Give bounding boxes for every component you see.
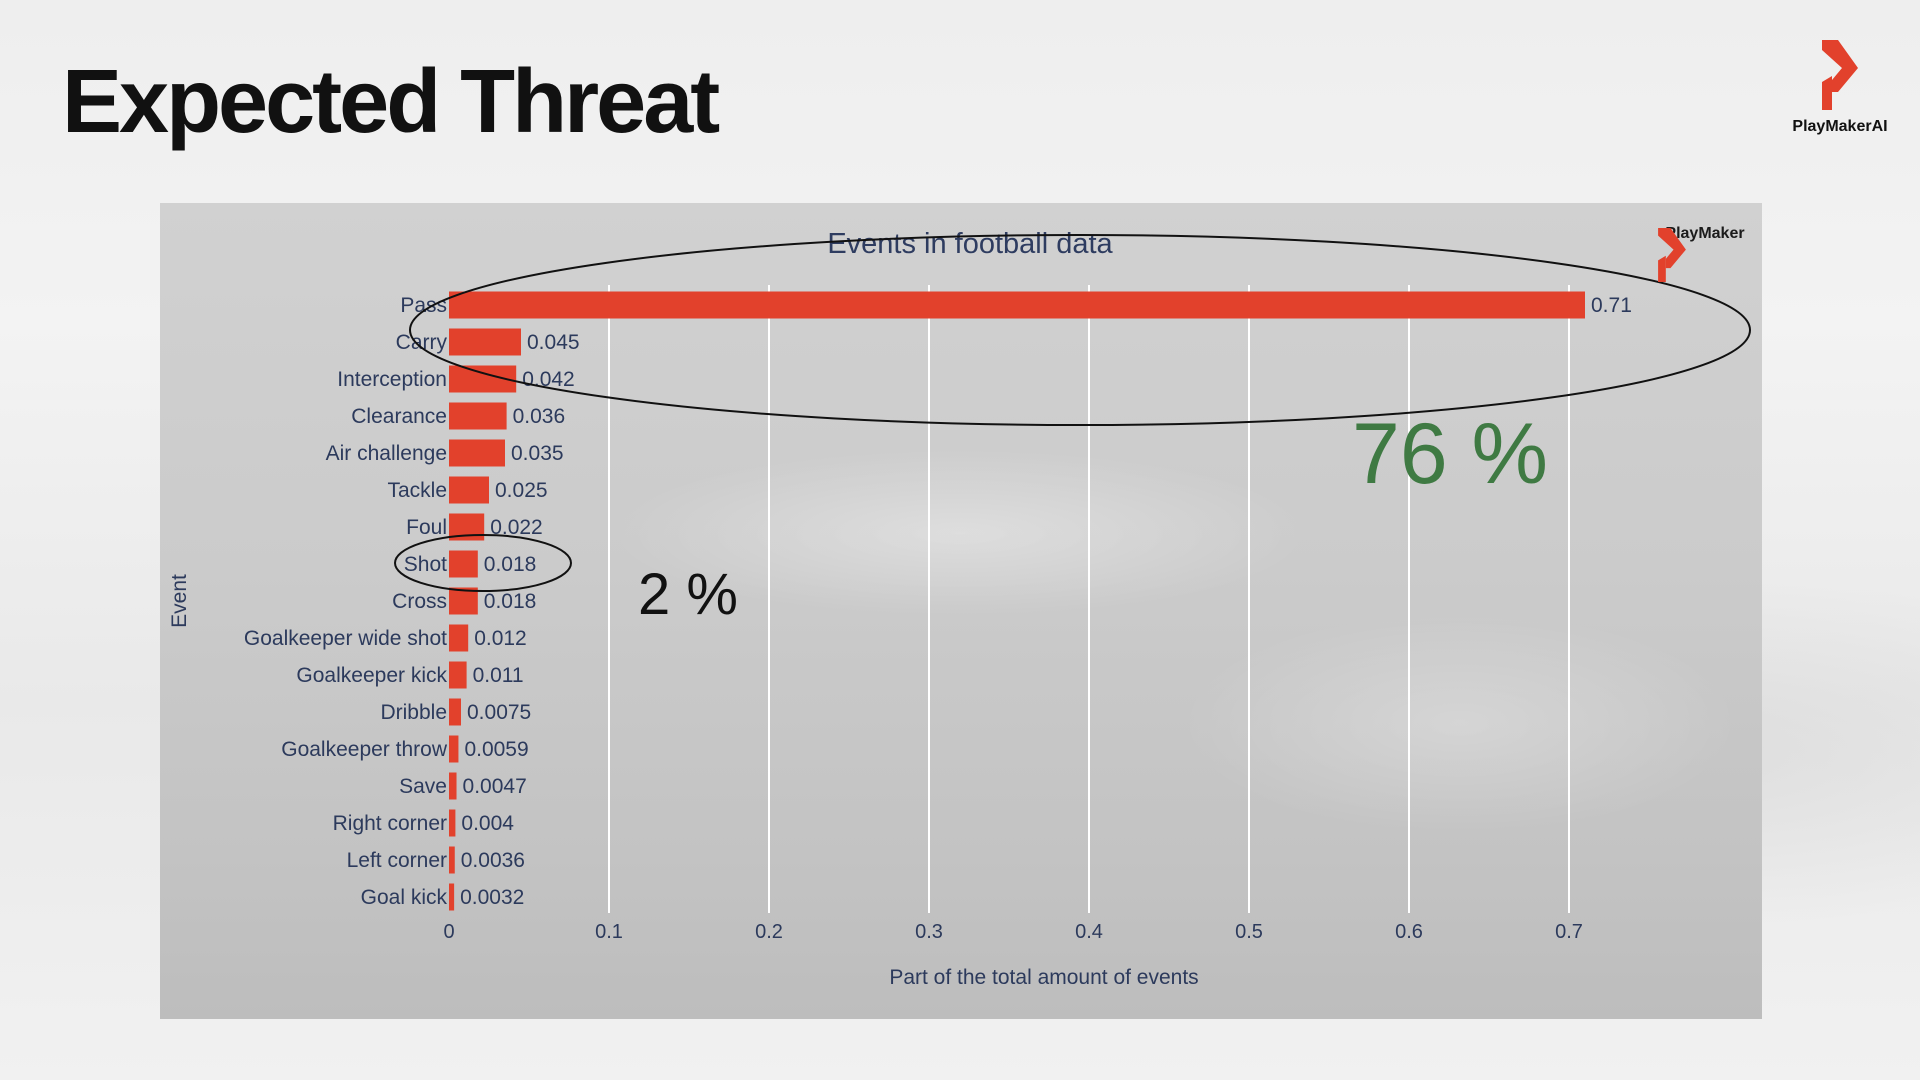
top-events-ellipse bbox=[409, 234, 1751, 426]
bar bbox=[449, 550, 478, 578]
value-label: 0.0059 bbox=[464, 738, 528, 761]
slide-title: Expected Threat bbox=[62, 52, 720, 152]
x-tick-label: 0.3 bbox=[915, 921, 943, 943]
category-label: Save bbox=[399, 775, 447, 798]
value-label: 0.0036 bbox=[461, 849, 525, 872]
value-label: 0.0047 bbox=[463, 775, 527, 798]
chart-title: Events in football data bbox=[827, 228, 1113, 260]
category-label: Cross bbox=[392, 590, 447, 613]
bars bbox=[449, 291, 1585, 911]
category-label: Right corner bbox=[333, 812, 447, 835]
bar bbox=[449, 772, 457, 800]
value-label: 0.012 bbox=[474, 627, 527, 650]
x-tick-label: 0.6 bbox=[1395, 921, 1423, 943]
value-label: 0.022 bbox=[490, 516, 543, 539]
bar bbox=[449, 809, 456, 837]
chart-playmaker-logo: PlayMaker bbox=[1655, 225, 1755, 283]
value-label: 0.004 bbox=[461, 812, 514, 835]
category-label: Air challenge bbox=[326, 442, 447, 465]
category-label: Carry bbox=[396, 331, 448, 354]
value-label: 0.71 bbox=[1591, 294, 1632, 317]
value-label: 0.036 bbox=[513, 405, 566, 428]
y-axis-label: Event bbox=[168, 574, 191, 628]
x-axis-label: Part of the total amount of events bbox=[889, 966, 1198, 989]
value-label: 0.018 bbox=[484, 590, 537, 613]
events-bar-chart: 0 0.1 0.2 0.3 0.4 0.5 0.6 0.7 Pass 0.71 Carry 0.045… bbox=[168, 228, 1751, 989]
chart-logo-text: PlayMaker bbox=[1665, 225, 1745, 242]
value-label: 0.035 bbox=[511, 442, 564, 465]
x-tick-label: 0.1 bbox=[595, 921, 623, 943]
category-label: Foul bbox=[406, 516, 447, 539]
top-events-share-annotation: 76 % bbox=[1352, 406, 1549, 502]
value-label: 0.0032 bbox=[460, 886, 524, 909]
x-tick-label: 0.5 bbox=[1235, 921, 1263, 943]
bar bbox=[449, 439, 505, 467]
x-tick-label: 0.4 bbox=[1075, 921, 1103, 943]
category-label: Shot bbox=[404, 553, 447, 576]
labels: 0 0.1 0.2 0.3 0.4 0.5 0.6 0.7 Pass 0.71 Carry 0.045… bbox=[244, 294, 1632, 943]
bar bbox=[449, 291, 1585, 319]
bar bbox=[449, 328, 521, 356]
category-label: Goalkeeper kick bbox=[296, 664, 447, 687]
value-label: 0.025 bbox=[495, 479, 548, 502]
category-label: Tackle bbox=[387, 479, 447, 502]
bar bbox=[449, 883, 455, 911]
x-tick-label: 0.7 bbox=[1555, 921, 1583, 943]
bar bbox=[449, 624, 469, 652]
chart-playmaker-chevron-icon bbox=[1658, 227, 1686, 283]
bar bbox=[449, 735, 459, 763]
bar bbox=[449, 587, 478, 615]
bar bbox=[449, 476, 489, 504]
value-label: 0.045 bbox=[527, 331, 580, 354]
value-label: 0.011 bbox=[473, 664, 524, 687]
chart-panel: 0 0.1 0.2 0.3 0.4 0.5 0.6 0.7 Pass 0.71 Carry 0.045… bbox=[160, 203, 1762, 1019]
category-label: Pass bbox=[400, 294, 447, 317]
category-label: Left corner bbox=[347, 849, 447, 872]
category-label: Goalkeeper wide shot bbox=[244, 627, 447, 650]
bar bbox=[449, 402, 507, 430]
category-label: Clearance bbox=[351, 405, 447, 428]
shot-ellipse bbox=[394, 534, 572, 592]
category-label: Interception bbox=[337, 368, 447, 391]
grid-lines bbox=[608, 285, 1570, 913]
playmaker-chevron-icon bbox=[1822, 40, 1858, 110]
value-label: 0.0075 bbox=[467, 701, 531, 724]
playmaker-logo: PlayMakerAI bbox=[1780, 38, 1900, 148]
logo-text: PlayMakerAI bbox=[1792, 118, 1888, 135]
category-label: Goal kick bbox=[361, 886, 448, 909]
bar bbox=[449, 698, 461, 726]
x-tick-label: 0 bbox=[443, 921, 454, 943]
value-label: 0.018 bbox=[484, 553, 537, 576]
x-tick-label: 0.2 bbox=[755, 921, 783, 943]
bar bbox=[449, 846, 455, 874]
bar bbox=[449, 661, 467, 689]
category-label: Dribble bbox=[380, 701, 447, 724]
category-label: Goalkeeper throw bbox=[281, 738, 448, 761]
shot-share-annotation: 2 % bbox=[638, 562, 738, 627]
